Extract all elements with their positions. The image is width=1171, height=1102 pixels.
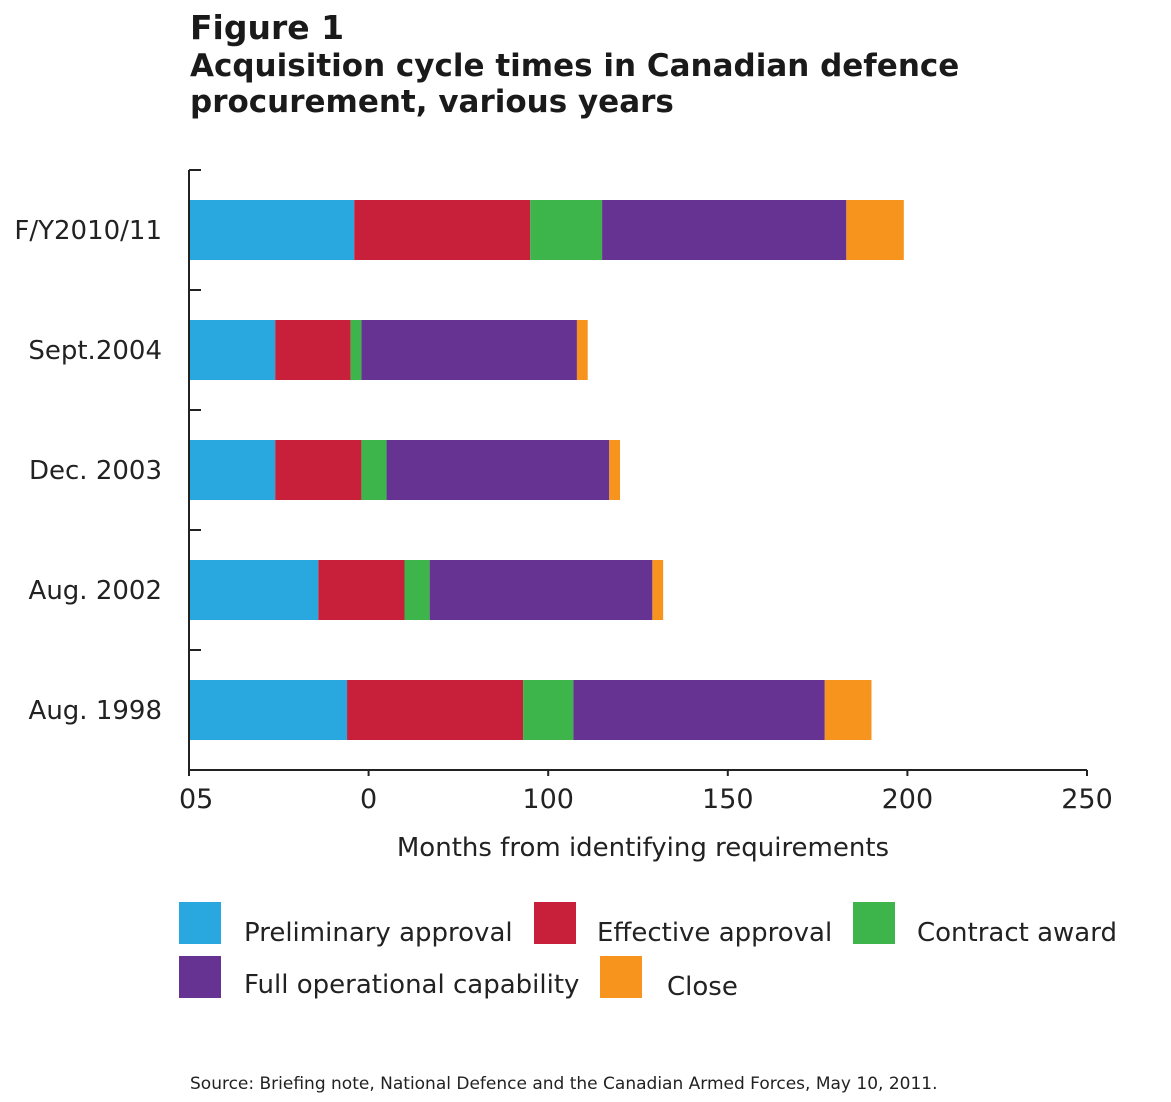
bar-segment xyxy=(318,560,405,620)
chart-title: Acquisition cycle times in Canadian defe… xyxy=(190,48,960,120)
y-tick-label: Aug. 2002 xyxy=(29,576,162,606)
bar-segment xyxy=(573,680,825,740)
bar-segment xyxy=(275,440,362,500)
bar-segment xyxy=(846,200,904,260)
source-note: Source: Briefing note, National Defence … xyxy=(190,1074,938,1094)
bar-segment xyxy=(347,680,524,740)
bar-segment xyxy=(189,200,355,260)
bar-segment xyxy=(824,680,872,740)
legend-label: Close xyxy=(667,972,738,1002)
legend-label: Contract award xyxy=(917,918,1117,948)
x-tick-label: 200 xyxy=(882,784,934,815)
legend-swatch xyxy=(534,902,576,944)
legend-swatch xyxy=(853,902,895,944)
bar-segment xyxy=(609,440,621,500)
y-tick-label: Dec. 2003 xyxy=(29,456,162,486)
legend-label: Full operational capability xyxy=(244,970,580,1000)
bar-segment xyxy=(361,440,387,500)
y-tick-label: Sept.2004 xyxy=(28,336,162,366)
x-axis-label: Months from identifying requirements xyxy=(397,833,889,863)
bar-segment xyxy=(354,200,531,260)
bar-segment xyxy=(386,440,610,500)
bar-segment xyxy=(429,560,653,620)
x-tick-label: 0 xyxy=(360,784,377,815)
bar-segment xyxy=(350,320,362,380)
bar-segment xyxy=(361,320,577,380)
legend-swatch xyxy=(179,902,221,944)
bar-segment xyxy=(652,560,664,620)
bar-segment xyxy=(602,200,847,260)
y-tick-label: F/Y2010/11 xyxy=(14,216,162,246)
x-tick-label: 100 xyxy=(522,784,574,815)
bar-segment xyxy=(576,320,588,380)
x-tick-label: 150 xyxy=(702,784,754,815)
legend-swatch xyxy=(179,956,221,998)
bar-segment xyxy=(189,680,348,740)
legend-label: Effective approval xyxy=(597,918,833,948)
x-tick-label: 05 xyxy=(179,784,213,815)
bar-segment xyxy=(523,680,574,740)
bar-segment xyxy=(404,560,430,620)
bar-segment xyxy=(530,200,603,260)
bar-segment xyxy=(189,320,276,380)
bar-segment xyxy=(189,560,319,620)
bar-chart: F/Y2010/11 Sept.2004 Dec. 2003 Aug. 2002 Aug… xyxy=(14,169,1113,863)
x-tick-label: 250 xyxy=(1061,784,1113,815)
figure-label: Figure 1 xyxy=(190,8,345,47)
bar-segment xyxy=(189,440,276,500)
bar-segment xyxy=(275,320,351,380)
legend-label: Preliminary approval xyxy=(244,918,513,948)
legend-swatch xyxy=(600,956,642,998)
y-tick-label: Aug. 1998 xyxy=(29,696,162,726)
